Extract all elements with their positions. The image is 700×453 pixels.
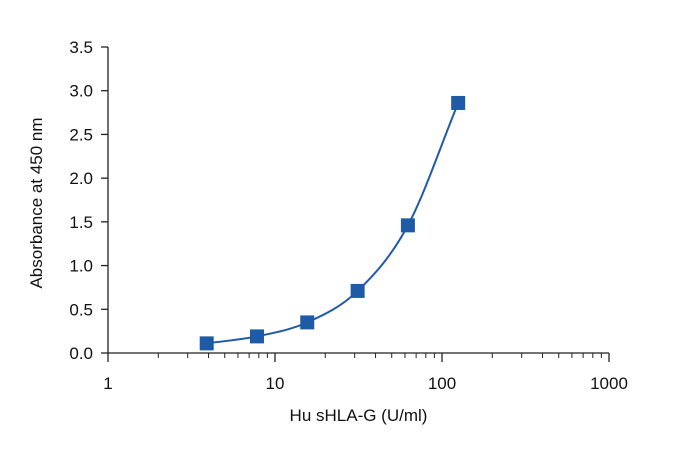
y-tick-label: 1.0	[69, 257, 93, 276]
x-axis: 1 10 100 1000	[103, 352, 628, 393]
x-tick-label: 10	[266, 374, 285, 393]
y-tick-label: 0.5	[69, 300, 93, 319]
x-tick-label: 100	[428, 374, 456, 393]
data-point	[199, 336, 214, 351]
y-tick-label: 2.0	[69, 169, 93, 188]
y-axis-title: Absorbance at 450 nm	[27, 117, 46, 288]
y-axis: 0.0 0.5 1.0 1.5 2.0 2.5 3.0 3.5	[69, 38, 109, 363]
x-tick-label: 1000	[590, 374, 628, 393]
data-points	[199, 95, 466, 351]
y-tick-label: 3.0	[69, 82, 93, 101]
y-tick-label: 1.5	[69, 213, 93, 232]
x-axis-title: Hu sHLA-G (U/ml)	[290, 406, 428, 425]
y-tick-label: 2.5	[69, 125, 93, 144]
data-point	[300, 315, 315, 330]
x-tick-label: 1	[103, 374, 112, 393]
data-point	[400, 218, 415, 233]
data-point	[350, 283, 365, 298]
fit-curve	[206, 102, 460, 345]
data-point	[249, 329, 264, 344]
y-tick-label: 0.0	[69, 344, 93, 363]
y-tick-label: 3.5	[69, 38, 93, 57]
data-point	[451, 95, 466, 110]
